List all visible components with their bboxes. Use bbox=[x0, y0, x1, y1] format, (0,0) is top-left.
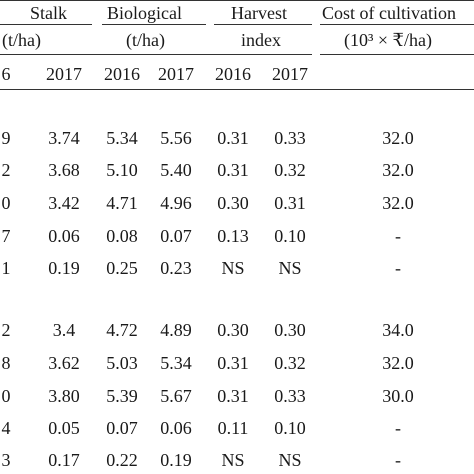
table-cell: 3.74 bbox=[48, 128, 80, 148]
table-cell: 0.31 bbox=[274, 193, 306, 213]
table-cell: 5.03 bbox=[106, 353, 138, 373]
table-cell: 0.32 bbox=[274, 353, 306, 373]
year-cell: 2016 bbox=[104, 64, 140, 84]
table-cell: NS bbox=[221, 258, 245, 278]
table-cell: 5.56 bbox=[160, 128, 192, 148]
header-stalk-unit: (t/ha) bbox=[2, 30, 41, 50]
table-cell: 5.34 bbox=[160, 353, 192, 373]
table-cell: 0.06 bbox=[48, 226, 80, 246]
table-cell: 1 bbox=[1, 258, 11, 278]
table-cell: 0.33 bbox=[274, 386, 306, 406]
units-underline-right bbox=[320, 54, 474, 55]
table-cell: 0.30 bbox=[217, 193, 249, 213]
stalk-underline bbox=[0, 24, 92, 25]
table-cell: - bbox=[395, 258, 401, 278]
table-cell: 32.0 bbox=[382, 193, 414, 213]
table-cell: 32.0 bbox=[382, 353, 414, 373]
table-cell: 0.31 bbox=[217, 160, 249, 180]
year-cell: 2017 bbox=[158, 64, 194, 84]
table-cell: 0.19 bbox=[48, 258, 80, 278]
year-cell: 2017 bbox=[272, 64, 308, 84]
table-cell: 8 bbox=[1, 353, 11, 373]
table-cell: 3.42 bbox=[48, 193, 80, 213]
table-cell: 7 bbox=[1, 226, 11, 246]
table-cell: 0.22 bbox=[106, 450, 138, 470]
table-cell: 0.19 bbox=[160, 450, 192, 470]
units-underline-left bbox=[0, 54, 312, 55]
table-cell: 0.31 bbox=[217, 353, 249, 373]
table-cell: 0.33 bbox=[274, 128, 306, 148]
table-cell: 0 bbox=[1, 193, 11, 213]
table-cell: - bbox=[395, 226, 401, 246]
year-cell: 2016 bbox=[215, 64, 251, 84]
header-cost-unit: (10³ × ₹/ha) bbox=[344, 30, 432, 50]
table-cell: 0.08 bbox=[106, 226, 138, 246]
header-biological-unit: (t/ha) bbox=[126, 30, 165, 50]
header-harvest-label: Harvest bbox=[231, 3, 287, 23]
cost-underline bbox=[320, 24, 474, 25]
table-cell: 9 bbox=[1, 128, 11, 148]
year-cell: 2017 bbox=[46, 64, 82, 84]
table-cell: 4.96 bbox=[160, 193, 192, 213]
header-harvest-unit: index bbox=[241, 30, 281, 50]
table-cell: 0.31 bbox=[217, 386, 249, 406]
table-cell: 0.07 bbox=[106, 418, 138, 438]
harvest-underline bbox=[214, 24, 312, 25]
table-cell: 5.10 bbox=[106, 160, 138, 180]
table-cell: 3.4 bbox=[52, 320, 76, 340]
table-cell: 32.0 bbox=[382, 160, 414, 180]
header-biological-label: Biological bbox=[107, 3, 182, 23]
table-cell: 0.30 bbox=[274, 320, 306, 340]
table-cell: 0.23 bbox=[160, 258, 192, 278]
table-cell: 0.05 bbox=[48, 418, 80, 438]
header-cost-label: Cost of cultivation bbox=[322, 3, 456, 23]
year-cell: 6 bbox=[1, 64, 11, 84]
table-cell: 0.25 bbox=[106, 258, 138, 278]
table-cell: 5.40 bbox=[160, 160, 192, 180]
table-cell: NS bbox=[221, 450, 245, 470]
table-cell: 34.0 bbox=[382, 320, 414, 340]
biological-underline bbox=[102, 24, 206, 25]
table-cell: 4.72 bbox=[106, 320, 138, 340]
table-cell: 4.89 bbox=[160, 320, 192, 340]
table-cell: 0.11 bbox=[217, 418, 249, 438]
table-cell: 0.06 bbox=[160, 418, 192, 438]
table-cell: 5.34 bbox=[106, 128, 138, 148]
table-cell: 3 bbox=[1, 450, 11, 470]
table-cell: 3.62 bbox=[48, 353, 80, 373]
header-bottom-rule bbox=[0, 89, 474, 90]
table-cell: 4.71 bbox=[106, 193, 138, 213]
table-cell: 4 bbox=[1, 418, 11, 438]
table-cell: 30.0 bbox=[382, 386, 414, 406]
table-cell: - bbox=[395, 418, 401, 438]
table-cell: NS bbox=[278, 450, 302, 470]
top-rule bbox=[0, 0, 474, 1]
table-cell: 0.07 bbox=[160, 226, 192, 246]
table-cell: 0 bbox=[1, 386, 11, 406]
table-cell: 2 bbox=[1, 160, 11, 180]
table-cell: 0.32 bbox=[274, 160, 306, 180]
table-cell: 0.10 bbox=[274, 418, 306, 438]
table-cell: - bbox=[395, 450, 401, 470]
table-cell: 5.39 bbox=[106, 386, 138, 406]
table-cell: 3.68 bbox=[48, 160, 80, 180]
table-cell: 32.0 bbox=[382, 128, 414, 148]
header-stalk-label: Stalk bbox=[30, 3, 68, 23]
table-cell: 0.10 bbox=[274, 226, 306, 246]
table-cell: NS bbox=[278, 258, 302, 278]
table-cell: 0.30 bbox=[217, 320, 249, 340]
table-cell: 2 bbox=[1, 320, 11, 340]
table-cell: 5.67 bbox=[160, 386, 192, 406]
table-cell: 0.17 bbox=[48, 450, 80, 470]
table-cell: 0.13 bbox=[217, 226, 249, 246]
table-cell: 0.31 bbox=[217, 128, 249, 148]
table-cell: 3.80 bbox=[48, 386, 80, 406]
